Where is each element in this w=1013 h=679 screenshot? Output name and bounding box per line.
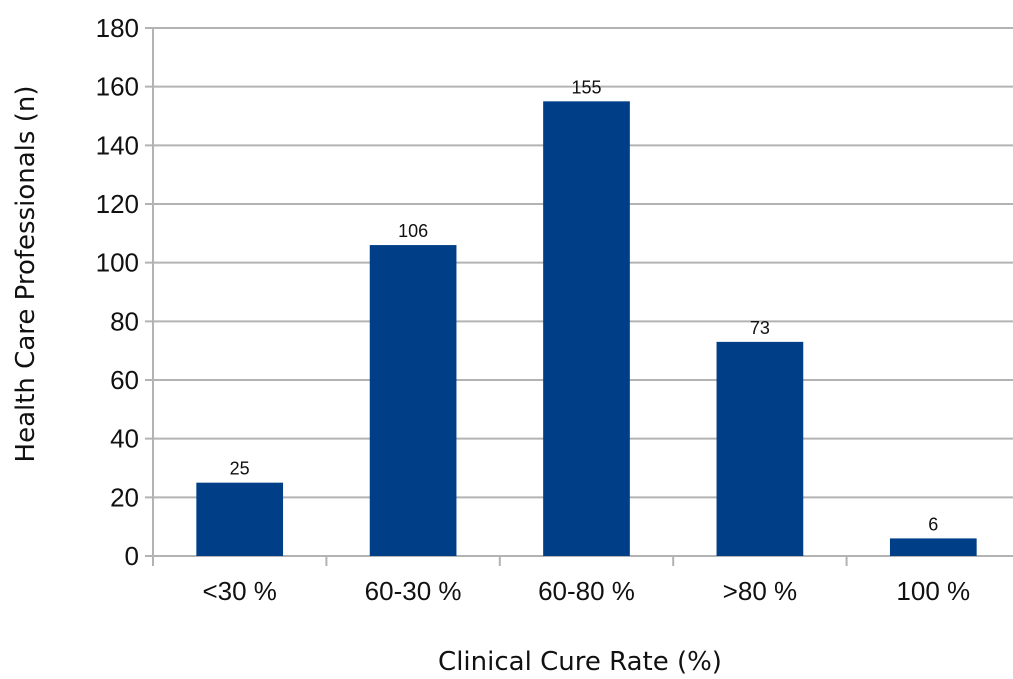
bar <box>196 482 284 556</box>
x-tick-label: 60-80 % <box>538 576 635 606</box>
y-tick-label: 160 <box>96 72 139 102</box>
y-tick-label: 180 <box>96 13 139 43</box>
x-axis-ticks: <30 % 60-30 % 60-80 % >80 % 100 % <box>202 576 970 606</box>
data-label: 106 <box>398 221 428 241</box>
bars <box>196 101 977 557</box>
y-tick-label: 100 <box>96 248 139 278</box>
y-tick-label: 0 <box>125 541 139 571</box>
data-label: 25 <box>230 459 250 479</box>
y-axis-ticks: 0 20 40 60 80 100 120 140 160 180 <box>96 13 139 571</box>
bar <box>543 101 630 556</box>
x-axis-title: Clinical Cure Rate (%) <box>438 647 722 677</box>
y-tick-label: 80 <box>110 306 139 336</box>
data-label: 6 <box>928 514 938 534</box>
x-tick-label: >80 % <box>723 576 797 606</box>
bar <box>716 341 804 556</box>
data-label: 155 <box>571 77 601 97</box>
y-axis-title: Health Care Professionals (n) <box>11 86 41 463</box>
y-tick-label: 120 <box>96 189 139 219</box>
y-tick-label: 60 <box>110 365 139 395</box>
bar <box>369 245 457 557</box>
data-labels: 25 106 155 73 6 <box>230 77 939 534</box>
x-tick-label: 100 % <box>896 576 970 606</box>
x-tick-label: <30 % <box>202 576 276 606</box>
y-tick-label: 40 <box>110 424 139 454</box>
y-tick-label: 140 <box>96 130 139 160</box>
x-tick-label: 60-30 % <box>365 576 462 606</box>
y-tick-label: 20 <box>110 482 139 512</box>
data-label: 73 <box>750 318 770 338</box>
bar <box>889 538 977 556</box>
